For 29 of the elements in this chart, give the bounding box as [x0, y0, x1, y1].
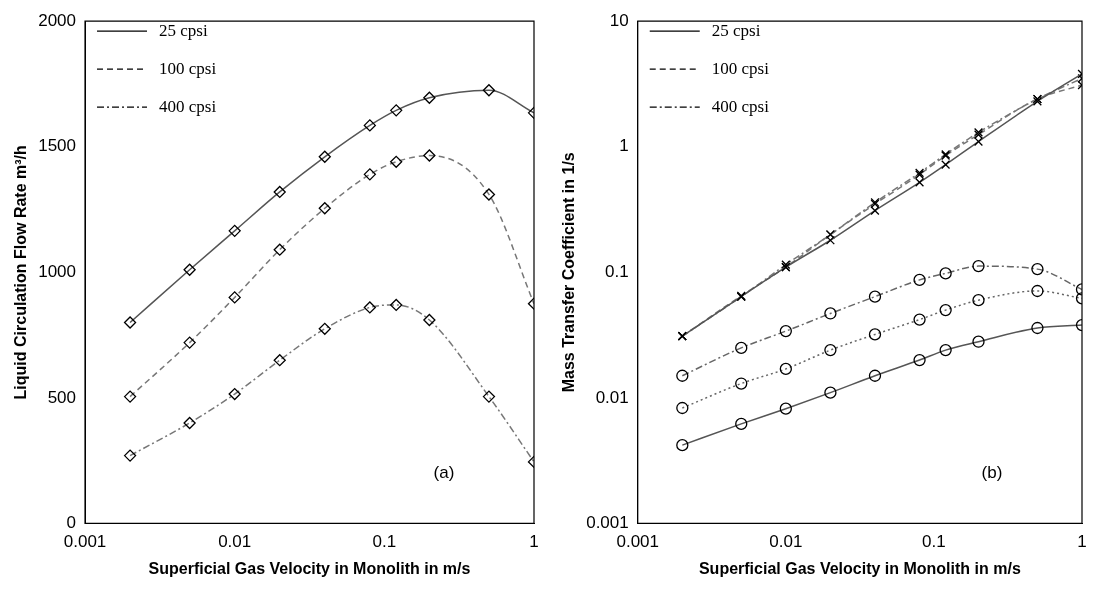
legend-label: 400 cpsi: [711, 96, 770, 116]
x-tick-label: 0.01: [769, 532, 803, 552]
annotation: (b): [981, 463, 1003, 483]
x-tick-label: 0.001: [63, 532, 107, 552]
y-tick-label: 0.01: [595, 387, 629, 407]
y-tick-label: 1000: [38, 261, 77, 281]
legend-label: 25 cpsi: [711, 20, 761, 40]
x-tick-label: 1: [1077, 532, 1087, 552]
legend-label: 25 cpsi: [159, 20, 208, 40]
y-tick-label: 0.1: [605, 261, 629, 281]
x-tick-label: 1: [529, 532, 539, 552]
y-axis-title: Mass Transfer Coefficient in 1/s: [560, 152, 578, 393]
y-tick-label: 10: [609, 10, 629, 30]
y-axis-title: Liquid Circulation Flow Rate m³/h: [12, 145, 30, 400]
legend-label: 400 cpsi: [159, 96, 217, 116]
y-tick-label: 2000: [38, 10, 77, 30]
x-tick-label: 0.1: [372, 532, 397, 552]
annotation: (a): [433, 463, 455, 483]
y-tick-label: 0: [66, 513, 77, 533]
x-axis-title: Superficial Gas Velocity in Monolith in m/s: [698, 559, 1021, 577]
x-tick-label: 0.01: [218, 532, 252, 552]
y-tick-label: 1: [619, 136, 629, 156]
x-tick-label: 0.1: [922, 532, 946, 552]
y-tick-label: 500: [47, 387, 77, 407]
y-tick-label: 0.001: [586, 513, 629, 533]
legend-label: 100 cpsi: [159, 58, 217, 78]
y-tick-label: 1500: [38, 136, 77, 156]
x-axis-title: Superficial Gas Velocity in Monolith in m/s: [148, 559, 471, 577]
legend-label: 100 cpsi: [711, 58, 770, 78]
